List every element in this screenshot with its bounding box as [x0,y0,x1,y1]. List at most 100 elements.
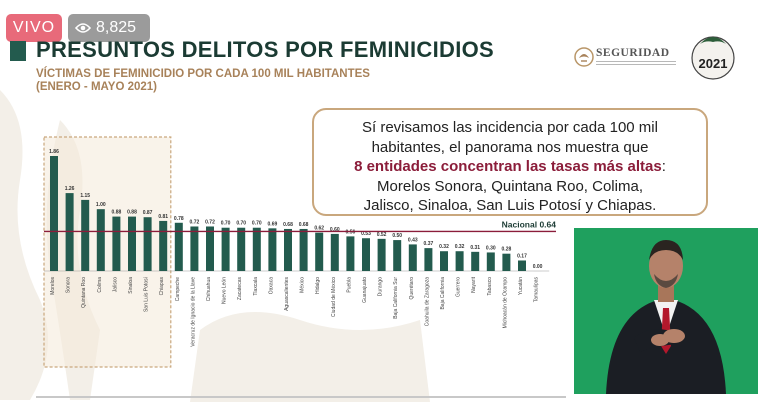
bar-value-label-19: 0.56 [346,229,356,235]
subtitle-line-2: (ENERO - MAYO 2021) [36,81,157,93]
callout-line-2: habitantes, el panorama nos muestra que [371,138,649,156]
bar-29 [502,253,511,271]
category-label-22: Baja California Sur [393,277,399,319]
bar-value-label-12: 0.70 [236,221,246,227]
category-label-29: Michoacán de Ocampo [502,277,508,329]
bar-22 [393,240,402,271]
bar-6 [143,217,152,271]
callout-line-1: Sí revisamos las incidencia por cada 100… [362,119,658,136]
category-label-31: Tamaulipas [534,277,540,303]
subtitle-line-1: VÍCTIMAS DE FEMINICIDIO POR CADA 100 MIL… [36,68,370,80]
bar-value-label-9: 0.72 [190,219,200,225]
category-label-30: Yucatán [518,277,524,295]
category-label-8: Campeche [175,277,181,301]
category-label-2: Quintana Roo [81,277,87,308]
bar-value-label-20: 0.53 [361,231,371,237]
bar-24 [424,248,433,271]
bar-18 [330,233,339,271]
interpreter-figure [574,228,758,394]
bar-4 [112,216,121,271]
category-label-25: Baja California [440,277,446,310]
bar-26 [455,251,464,271]
category-label-24: Coahuila de Zaragoza [424,277,430,326]
bar-value-label-30: 0.17 [517,253,527,259]
category-label-11: Nuevo León [222,277,228,304]
year-2021-text: 2021 [699,56,728,71]
highlight-box [43,136,172,368]
bar-value-label-31: 0.00 [533,264,543,270]
bar-16 [299,228,308,271]
category-label-18: Ciudad de México [331,277,337,317]
category-label-26: Guerrero [456,277,462,297]
view-count: 8,825 [96,19,137,36]
bar-25 [440,251,448,271]
bar-11 [221,227,230,271]
bar-value-label-0: 1.86 [49,149,59,155]
seguridad-logo-text: SEGURIDAD [596,47,670,59]
bar-value-label-3: 1.00 [96,202,106,208]
callout-line-3: 8 entidades concentran las tasas más alt… [314,157,706,177]
bar-15 [284,228,292,271]
category-label-6: San Luis Potosí [144,276,150,312]
interpreter-video[interactable] [574,228,758,394]
bar-value-label-23: 0.43 [408,237,418,243]
bar-value-label-5: 0.88 [127,210,137,216]
eye-icon [75,23,91,33]
bar-12 [237,227,246,271]
page-subtitle: VÍCTIMAS DE FEMINICIDIO POR CADA 100 MIL… [36,68,370,94]
category-label-28: Tabasco [487,277,493,296]
category-label-14: Oaxaca [268,277,274,294]
bar-value-label-27: 0.31 [470,245,480,251]
source-footnote [36,396,566,399]
bar-value-label-29: 0.28 [502,247,512,253]
bar-9 [190,226,199,271]
bar-value-label-18: 0.60 [330,227,340,233]
seguridad-logo-subtitle [596,61,676,66]
callout-box: Sí revisamos las incidencia por cada 100… [312,108,708,216]
category-label-10: Chihuahua [206,277,212,301]
category-label-7: Chiapas [159,277,165,296]
category-label-21: Durango [378,277,384,296]
view-counter: 8,825 [68,14,150,42]
bar-27 [471,251,480,271]
bar-value-label-21: 0.52 [377,232,387,238]
category-label-23: Querétaro [409,277,415,300]
bar-8 [174,222,183,271]
category-label-27: Nayarit [471,276,477,292]
eagle-emblem-icon [574,47,594,67]
bar-value-label-6: 0.87 [143,210,153,216]
bar-value-label-17: 0.62 [314,226,324,232]
category-label-20: Guanajuato [362,277,368,303]
bar-14 [268,228,277,271]
bar-23 [408,244,417,271]
national-reference-label: Nacional 0.64 [502,219,557,229]
bar-20 [362,238,370,271]
category-label-3: Colima [97,277,103,293]
bar-value-label-28: 0.30 [486,245,496,251]
bar-value-label-4: 0.88 [112,210,122,216]
bar-value-label-14: 0.69 [268,221,278,227]
category-label-17: Hidalgo [315,277,321,294]
category-label-19: Puebla [346,277,352,293]
bar-5 [128,216,136,271]
seguridad-logo: SEGURIDAD [574,46,684,72]
bar-value-label-11: 0.70 [221,221,231,227]
bar-value-label-8: 0.78 [174,216,184,222]
callout-line-5: Jalisco, Sinaloa, San Luis Potosí y Chia… [363,197,657,214]
bar-value-label-16: 0.68 [299,222,309,228]
category-label-12: Zacatecas [237,277,243,301]
bar-3 [96,209,105,271]
bar-value-label-1: 1.26 [65,186,75,192]
bar-30 [518,260,526,271]
callout-line-4: Morelos Sonora, Quintana Roo, Colima, [377,177,643,195]
category-label-13: Tlaxcala [253,277,259,296]
category-label-5: Sinaloa [128,277,134,294]
category-label-1: Sonora [66,277,72,293]
bar-value-label-24: 0.37 [424,241,434,247]
title-marker [10,41,26,61]
bar-value-label-22: 0.50 [392,233,402,239]
callout-highlight: 8 entidades concentran las tasas más alt… [354,158,662,175]
bar-0 [50,156,58,271]
category-label-0: Morelos [50,277,56,295]
